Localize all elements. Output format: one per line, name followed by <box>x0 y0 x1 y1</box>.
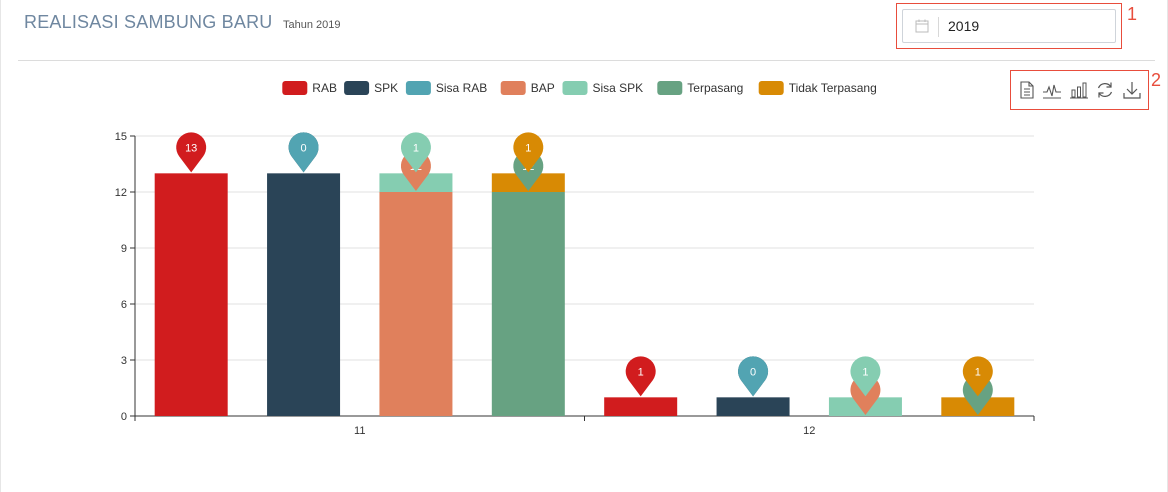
data-label-pin: 1 <box>513 132 544 173</box>
pin-shape <box>288 132 319 173</box>
x-tick-label: 12 <box>803 425 815 437</box>
data-label-pin: 0 <box>288 132 319 173</box>
annotation-box-2 <box>1010 70 1149 110</box>
y-tick-label: 0 <box>121 411 127 423</box>
bar-bap[interactable] <box>379 192 453 416</box>
legend-swatch <box>657 81 683 95</box>
data-label: 1 <box>413 142 419 154</box>
data-view-icon[interactable] <box>1017 79 1037 101</box>
header-divider <box>18 60 1155 61</box>
data-label: 0 <box>750 366 756 378</box>
legend-label: Sisa SPK <box>593 81 644 95</box>
annotation-box-1 <box>896 3 1122 49</box>
legend-label: Terpasang <box>687 81 743 95</box>
data-label: 1 <box>638 366 644 378</box>
x-tick-label: 11 <box>354 425 365 437</box>
year-value: 2019 <box>948 18 980 34</box>
page-subtitle: Tahun 2019 <box>283 19 341 31</box>
input-divider <box>938 17 939 37</box>
pin-shape <box>738 356 769 397</box>
annotation-number-2: 2 <box>1151 70 1162 90</box>
pin-shape <box>962 356 993 397</box>
chart-toolbox <box>1017 79 1145 103</box>
data-label-pin: 0 <box>738 356 769 397</box>
legend-item[interactable]: Tidak Terpasang <box>758 81 877 95</box>
legend-label: Sisa RAB <box>436 81 487 95</box>
legend-label: BAP <box>531 81 555 95</box>
data-label: 1 <box>525 142 531 154</box>
legend-label: RAB <box>312 81 337 95</box>
data-label: 13 <box>185 142 197 154</box>
data-label-pin: 1 <box>625 356 656 397</box>
legend-swatch <box>562 81 588 95</box>
bar-spk[interactable] <box>267 173 341 416</box>
restore-icon[interactable] <box>1095 79 1115 101</box>
download-icon[interactable] <box>1122 79 1142 101</box>
y-tick-label: 3 <box>121 355 127 367</box>
data-label-pin: 1 <box>400 132 431 173</box>
pin-shape <box>176 132 207 173</box>
y-tick-label: 6 <box>121 299 127 311</box>
calendar-icon <box>915 19 929 33</box>
bar-rab[interactable] <box>154 173 228 416</box>
legend-swatch <box>405 81 431 95</box>
pin-shape <box>400 132 431 173</box>
data-label-pin: 13 <box>176 132 207 173</box>
year-picker-input[interactable]: 2019 <box>902 9 1116 43</box>
line-chart-icon[interactable] <box>1042 79 1062 101</box>
legend-item[interactable]: Sisa SPK <box>562 81 644 95</box>
legend-label: SPK <box>374 81 398 95</box>
data-label: 0 <box>301 142 307 154</box>
y-tick-label: 12 <box>115 187 127 199</box>
legend-item[interactable]: SPK <box>344 81 398 95</box>
legend-item[interactable]: Sisa RAB <box>405 81 487 95</box>
bar-chart-icon[interactable] <box>1069 79 1089 101</box>
legend-item[interactable]: BAP <box>500 81 555 95</box>
legend-swatch <box>758 81 784 95</box>
data-label: 1 <box>862 366 868 378</box>
data-label: 1 <box>975 366 981 378</box>
pin-shape <box>513 132 544 173</box>
bar-spk[interactable] <box>716 397 790 416</box>
pin-shape <box>625 356 656 397</box>
data-label-pin: 1 <box>850 356 881 397</box>
pin-shape <box>850 356 881 397</box>
legend-swatch <box>344 81 370 95</box>
bar-terpasang[interactable] <box>491 192 565 416</box>
bar-rab[interactable] <box>604 397 678 416</box>
legend-item[interactable]: RAB <box>282 81 337 95</box>
legend-label: Tidak Terpasang <box>789 81 877 95</box>
legend-swatch <box>282 81 308 95</box>
y-tick-label: 9 <box>121 243 127 255</box>
frame-left-border <box>0 0 1 492</box>
data-label-pin: 1 <box>962 356 993 397</box>
annotation-number-1: 1 <box>1127 4 1138 24</box>
page-title: REALISASI SAMBUNG BARU <box>24 12 273 32</box>
legend-swatch <box>500 81 526 95</box>
legend-item[interactable]: Terpasang <box>657 81 743 95</box>
y-tick-label: 15 <box>115 131 127 143</box>
